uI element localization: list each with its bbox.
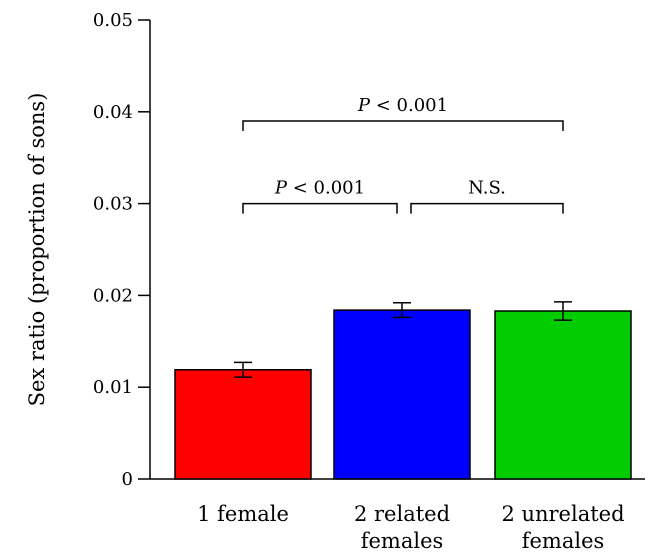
significance-label: P < 0.001 [274, 178, 365, 199]
y-axis-title: Sex ratio (proportion of sons) [25, 93, 49, 407]
bar [174, 369, 312, 480]
significance-bracket [242, 202, 398, 214]
y-tick-label: 0.05 [93, 10, 133, 31]
labels: 1 female 2 related females 2 unrelated femal… [197, 502, 624, 553]
bars [174, 309, 632, 480]
axes: 0 0.01 0.02 0.03 0.04 0.05 [93, 10, 645, 490]
y-tick-label: 0.03 [93, 194, 133, 215]
significance-bracket [242, 120, 564, 131]
y-tick-label: 0.02 [93, 285, 133, 306]
bar [333, 309, 471, 480]
significance-bracket [410, 202, 564, 214]
category-label: 1 female [197, 502, 289, 526]
error-bars [234, 301, 572, 378]
category-label: 2 unrelated females [501, 502, 624, 553]
category-label: 2 related females [354, 502, 450, 553]
y-tick-label: 0.01 [93, 377, 133, 398]
y-tick-label: 0.04 [93, 102, 133, 123]
significance-label: N.S. [468, 178, 506, 199]
significance-label: P < 0.001 [357, 95, 448, 116]
bar [494, 310, 632, 480]
y-tick-label: 0 [122, 469, 133, 490]
significance-brackets: P < 0.001 P < 0.001 N.S. [242, 95, 564, 214]
